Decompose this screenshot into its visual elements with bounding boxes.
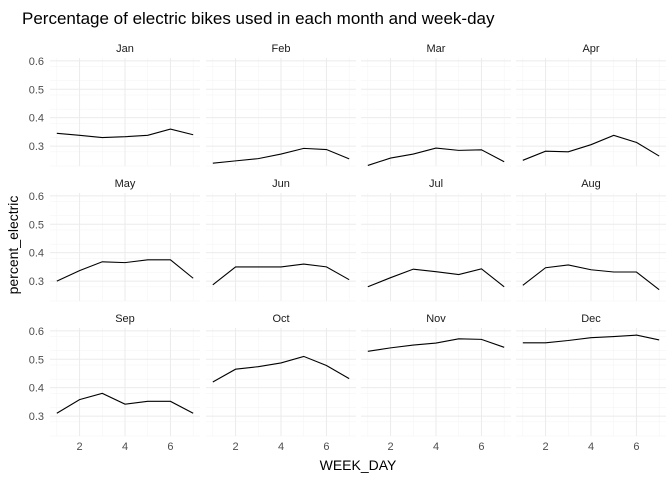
y-tick-label: 0.5 — [29, 84, 44, 96]
y-tick-label: 0.5 — [29, 219, 44, 231]
series-line-mar — [367, 147, 505, 166]
facet-panel-apr: Apr — [516, 43, 666, 167]
facet-label: Dec — [581, 313, 601, 325]
facet-panel-jan: Jan 0.3 0.4 0.5 0.6 — [29, 43, 200, 167]
x-tick-label: 4 — [278, 441, 284, 453]
facet-panel-nov: Nov 2 4 6 — [361, 313, 511, 453]
y-tick-label: 0.6 — [29, 326, 44, 338]
facet-panel-feb: Feb — [206, 43, 356, 167]
y-tick-label: 0.3 — [29, 276, 44, 288]
x-axis-title: WEEK_DAY — [320, 457, 397, 473]
facet-label: Sep — [115, 313, 135, 325]
series-line-dec — [522, 334, 660, 344]
facet-label: Jan — [116, 43, 134, 55]
series-line-jul — [367, 268, 505, 288]
facet-label: Nov — [426, 313, 446, 325]
series-line-apr — [522, 134, 660, 161]
y-tick-label: 0.6 — [29, 56, 44, 68]
series-line-jun — [212, 263, 350, 286]
facet-panel-jun: Jun — [206, 178, 356, 302]
facet-label: Oct — [272, 313, 289, 325]
y-tick-label: 0.3 — [29, 141, 44, 153]
series-line-jan — [56, 128, 194, 139]
facet-panel-sep: Sep 0.3 0.4 0.5 0.6 2 4 6 — [29, 313, 200, 453]
facet-panel-oct: Oct 2 4 6 — [206, 313, 356, 453]
facet-label: Jul — [429, 178, 443, 190]
facet-panel-jul: Jul — [361, 178, 511, 302]
series-line-feb — [212, 147, 350, 164]
series-line-nov — [367, 338, 505, 352]
x-tick-label: 6 — [478, 441, 484, 453]
facet-label: Mar — [427, 43, 446, 55]
y-tick-label: 0.6 — [29, 191, 44, 203]
facet-panel-dec: Dec 2 4 6 — [516, 313, 666, 453]
facet-label: Aug — [581, 178, 601, 190]
x-tick-label: 4 — [588, 441, 594, 453]
facet-label: May — [115, 178, 136, 190]
x-tick-label: 2 — [387, 441, 393, 453]
facet-panel-may: May 0.3 0.4 0.5 0.6 — [29, 178, 200, 302]
y-tick-label: 0.4 — [29, 248, 44, 260]
x-tick-label: 2 — [76, 441, 82, 453]
x-tick-label: 6 — [323, 441, 329, 453]
facet-label: Jun — [272, 178, 290, 190]
facet-label: Apr — [582, 43, 599, 55]
series-line-sep — [56, 392, 194, 414]
x-tick-label: 2 — [232, 441, 238, 453]
y-tick-label: 0.4 — [29, 113, 44, 125]
series-line-may — [56, 259, 194, 282]
y-tick-label: 0.4 — [29, 383, 44, 395]
y-tick-label: 0.5 — [29, 354, 44, 366]
x-tick-label: 4 — [433, 441, 439, 453]
x-tick-label: 4 — [122, 441, 128, 453]
facet-panel-aug: Aug — [516, 178, 666, 302]
facet-label: Feb — [272, 43, 291, 55]
x-tick-label: 6 — [633, 441, 639, 453]
y-axis-title: percent_electric — [5, 196, 21, 295]
x-tick-label: 2 — [542, 441, 548, 453]
x-tick-label: 6 — [167, 441, 173, 453]
y-tick-label: 0.3 — [29, 411, 44, 423]
facet-panel-mar: Mar — [361, 43, 511, 167]
series-line-oct — [212, 355, 350, 383]
series-line-aug — [522, 264, 660, 291]
chart-title: Percentage of electric bikes used in eac… — [22, 9, 495, 28]
